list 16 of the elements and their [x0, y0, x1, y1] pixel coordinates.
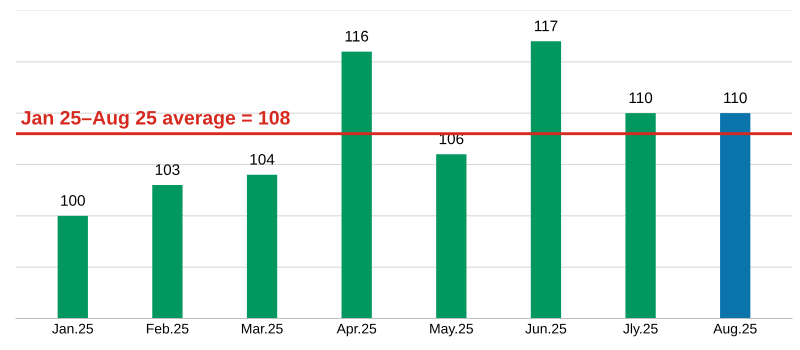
x-tick-label: Jan.25	[52, 324, 94, 334]
x-tick-label: Jly.25	[623, 323, 658, 336]
x-tick-label: Apr.25	[336, 324, 376, 336]
data-label: 116	[346, 30, 368, 42]
data-label: 103	[156, 164, 180, 176]
x-tick-label: May.25	[430, 324, 473, 336]
data-label: 110	[630, 92, 652, 104]
x-tick-label: Jun.25	[525, 324, 566, 334]
ref-line-label: Jan 25–Aug 25 average = 108	[21, 110, 290, 129]
data-label: 117	[534, 20, 558, 32]
x-tick-label: Mar.25	[242, 324, 283, 334]
data-label: 104	[250, 154, 274, 165]
data-label: 110	[724, 92, 747, 104]
x-tick-label: Feb.25	[146, 323, 188, 334]
x-tick-label: Aug.25	[713, 324, 757, 336]
data-label: 100	[61, 195, 85, 206]
